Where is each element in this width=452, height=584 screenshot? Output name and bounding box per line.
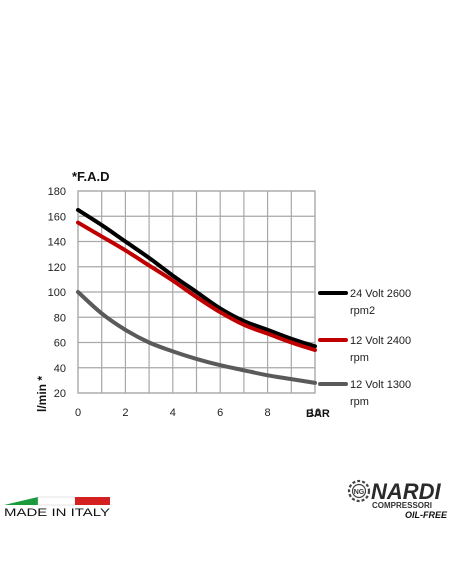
x-axis-ticks: 0 2 4 6 8 10 <box>75 407 321 419</box>
y-tick-label: 180 <box>48 186 66 198</box>
series-lines <box>76 207 317 385</box>
nardi-brand-logo: NG NARDI COMPRESSORI OIL-FREE <box>347 479 448 520</box>
brand-tagline: OIL-FREE <box>405 510 448 520</box>
flag-stripe-green <box>4 497 38 505</box>
chart-legend: 24 Volt 2600 rpm2 12 Volt 2400 rpm 12 Volt 1… <box>318 288 411 408</box>
y-tick-label: 20 <box>54 388 66 400</box>
y-tick-label: 40 <box>54 363 66 375</box>
svg-text:NG: NG <box>354 489 365 496</box>
legend-label-2: 12 Volt 2400 <box>350 335 411 347</box>
ng-gear-logo-icon: NG <box>347 479 371 503</box>
legend-label-3: 12 Volt 1300 <box>350 379 411 391</box>
flag-stripe-red <box>75 497 110 505</box>
y-axis-ticks: 20 40 60 80 100 120 140 160 180 <box>48 186 66 400</box>
brand-subtitle: COMPRESSORI <box>372 501 432 510</box>
x-tick-label: 6 <box>217 407 223 419</box>
y-tick-label: 60 <box>54 338 66 350</box>
series-line-3 <box>76 290 317 385</box>
series-line-1 <box>76 207 317 349</box>
y-tick-label: 160 <box>48 211 66 223</box>
legend-label-1-line2: rpm2 <box>350 305 375 317</box>
legend-label-3-line2: rpm <box>350 396 369 408</box>
x-tick-label: 2 <box>122 407 128 419</box>
made-in-italy-label: MADE IN ITALY <box>4 507 111 519</box>
y-tick-label: 140 <box>48 237 66 249</box>
y-tick-label: 80 <box>54 312 66 324</box>
x-tick-label: 0 <box>75 407 81 419</box>
y-axis-label: l/min * <box>35 376 49 412</box>
y-tick-label: 120 <box>48 262 66 274</box>
flag-stripe-white <box>37 496 76 506</box>
chart-title: *F.A.D <box>72 169 110 184</box>
y-tick-label: 100 <box>48 287 66 299</box>
series-line-2 <box>76 220 317 353</box>
made-in-italy-badge: MADE IN ITALY <box>4 496 111 519</box>
x-tick-label: 4 <box>170 407 176 419</box>
brand-name: NARDI <box>371 479 442 504</box>
x-axis-label: BAR <box>306 408 330 420</box>
legend-label-2-line2: rpm <box>350 352 369 364</box>
x-tick-label: 8 <box>265 407 271 419</box>
legend-label-1: 24 Volt 2600 <box>350 288 411 300</box>
x-tick-label: 10 <box>309 407 321 419</box>
